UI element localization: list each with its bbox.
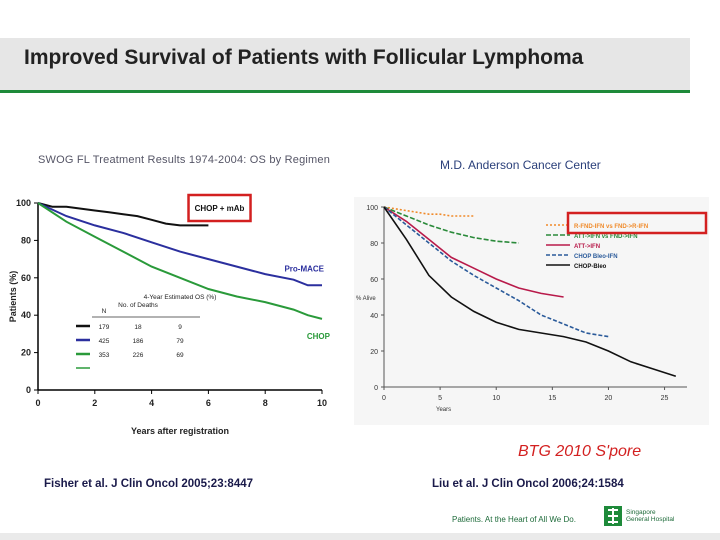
swog-y-tick-label: 40 [21,310,31,320]
swog-label-chop-mab: CHOP + mAb [195,204,245,213]
swog-table-header-deaths: No. of Deaths [118,302,158,309]
mda-series-line-3 [383,206,609,338]
swog-y-tick-label: 20 [21,348,31,358]
mda-series-line-1 [383,206,519,244]
title-bar: Improved Survival of Patients with Folli… [0,38,690,93]
mda-survival-chart: 0 20 40 60 80 100 0 5 10 15 20 25 Years % Alive R-FND-… [354,197,709,425]
mda-x-tick-label: 10 [492,395,500,402]
citation-liu: Liu et al. J Clin Oncol 2006;24:1584 [432,478,624,490]
swog-y-label: Patients (%) [8,271,18,323]
swog-label-chop: CHOP [307,332,331,341]
swog-os-chart: 0 20 40 60 80 100 0 2 4 6 8 10 Years after registrat… [8,193,331,436]
swog-highlight-box [187,193,252,223]
swog-table-cell: 18 [134,324,142,331]
swog-x-tick-label: 8 [263,398,268,408]
mda-series-line-0 [383,206,474,217]
swog-table-cell: 353 [99,352,110,359]
mda-y-tick-label: 60 [370,277,378,284]
mda-legend-label: CHOP-Bleo [574,264,607,270]
btg-label: BTG 2010 S'pore [518,443,642,460]
mda-series-line-4 [383,206,677,377]
swog-series-line-2 [37,202,323,320]
swog-x-tick-label: 0 [35,398,40,408]
mda-legend-label: ATT->IFN [574,244,600,250]
swog-table-header-n: N [102,308,107,315]
footer-tagline: Patients. At the Heart of All We Do. [452,515,576,524]
mda-legend-label: R-FND-IFN vs FND->R-IFN [574,224,648,230]
swog-table-cell: 425 [99,338,110,345]
swog-table-cell: 9 [178,324,182,331]
swog-table-cell: 226 [133,352,144,359]
hospital-line1: Singapore [626,509,656,516]
swog-y-tick-label: 80 [21,235,31,245]
mda-legend-label: ATT->IFN vs FND->IFN [574,234,638,240]
swog-x-tick-label: 6 [206,398,211,408]
swog-y-tick-label: 60 [21,273,31,283]
mda-legend-label: CHOP Bleo-IFN [574,254,618,260]
sgh-logo-icon [604,506,622,526]
mda-y-tick-label: 20 [370,349,378,356]
mda-y-tick-label: 0 [374,385,378,392]
mda-y-tick-label: 80 [370,241,378,248]
mda-highlight-box [566,211,708,235]
swog-table-cell: 186 [133,338,144,345]
mda-x-tick-label: 25 [661,395,669,402]
swog-chart-title: SWOG FL Treatment Results 1974-2004: OS … [38,154,331,166]
swog-x-tick-label: 2 [92,398,97,408]
footer-bar [0,533,720,540]
mda-x-tick-label: 15 [548,395,556,402]
mda-x-label: Years [436,407,451,413]
mda-x-tick-label: 20 [605,395,613,402]
swog-series-line-0 [37,202,209,227]
citation-fisher: Fisher et al. J Clin Oncol 2005;23:8447 [44,478,254,490]
mda-x-tick-label: 5 [438,395,442,402]
mda-x-tick-label: 0 [382,395,386,402]
swog-table-header-os: 4-Year Estimated OS (%) [144,294,217,301]
mda-y-tick-label: 40 [370,313,378,320]
slide-title: Improved Survival of Patients with Folli… [24,46,584,69]
swog-table-cell: 69 [176,352,184,359]
mda-y-label: % Alive [356,296,376,302]
mda-series-line-2 [383,206,564,298]
mda-chart-title: M.D. Anderson Cancer Center [440,158,601,172]
swog-table-cell: 179 [99,324,110,331]
hospital-line2: General Hospital [626,516,675,523]
mda-plot-background [354,197,709,425]
swog-y-tick-label: 0 [26,385,31,395]
swog-x-tick-label: 4 [149,398,154,408]
swog-x-tick-label: 10 [317,398,327,408]
swog-x-label: Years after registration [131,426,229,436]
swog-label-promace: Pro-MACE [284,264,324,273]
hospital-name: Singapore General Hospital [626,509,674,523]
swog-y-tick-label: 100 [16,198,31,208]
swog-table-cell: 79 [176,338,184,345]
swog-series-line-1 [37,202,322,287]
mda-y-tick-label: 100 [366,205,378,212]
